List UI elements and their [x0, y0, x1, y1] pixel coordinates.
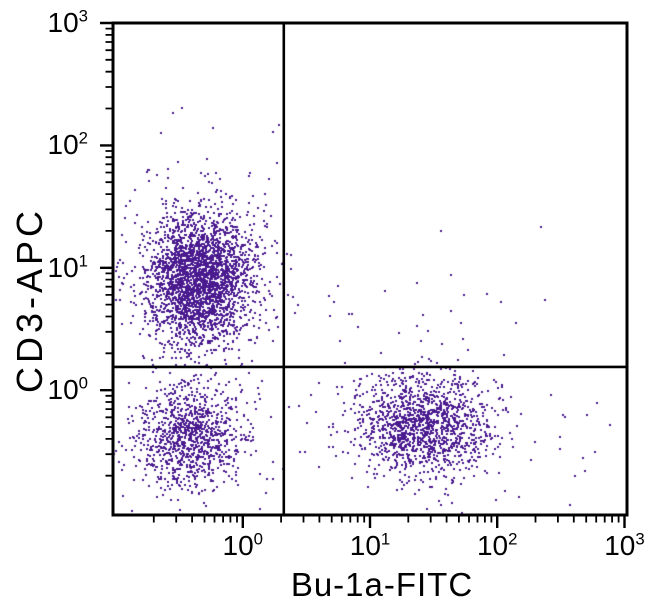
y-axis-label: CD3-APC: [9, 206, 50, 394]
y-axis-minor-ticks: [105, 27, 113, 477]
y-tick-label-1e0: 100: [47, 373, 89, 406]
x-axis-major-ticks: [241, 515, 626, 528]
y-axis-major-ticks: [100, 21, 113, 392]
y-tick-label-1e3: 103: [47, 6, 89, 38]
x-tick-label-1e1: 101: [349, 529, 391, 561]
x-tick-label-1e2: 102: [476, 529, 518, 561]
plot-border: [111, 21, 629, 517]
y-tick-label-1e2: 102: [47, 129, 89, 161]
x-axis-minor-ticks: [152, 515, 620, 523]
x-tick-label-1e0: 100: [222, 529, 264, 561]
y-tick-label-1e1: 101: [47, 251, 89, 283]
x-axis-label: Bu-1a-FITC: [290, 566, 474, 603]
x-tick-label-1e3: 103: [604, 529, 645, 561]
